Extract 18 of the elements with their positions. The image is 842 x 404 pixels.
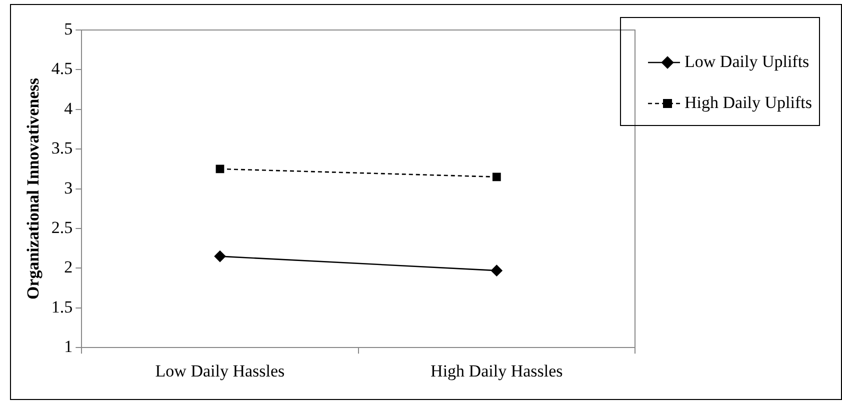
point [214, 250, 226, 262]
y-tick-label: 4 [64, 98, 74, 118]
x-tick-label: High Daily Hassles [430, 361, 563, 380]
y-tick-label: 5 [64, 19, 73, 38]
legend-label: High Daily Uplifts [684, 92, 812, 112]
point [491, 264, 502, 276]
y-tick-label: 1 [64, 337, 73, 356]
legend-label: Low Daily Uplifts [684, 52, 810, 71]
y-tick-label: 2.5 [51, 218, 73, 237]
point [216, 164, 224, 174]
point [492, 172, 501, 182]
x-tick-label: Low Daily Hassles [155, 361, 285, 380]
y-tick-label: 1.5 [51, 297, 73, 316]
y-axis-title: Organizational Innovativeness [24, 78, 43, 300]
y-tick-label: 2 [64, 258, 73, 277]
y-tick-label: 3.5 [51, 138, 73, 158]
y-tick-label: 3 [64, 178, 73, 198]
y-tick-label: 4.5 [51, 59, 73, 78]
